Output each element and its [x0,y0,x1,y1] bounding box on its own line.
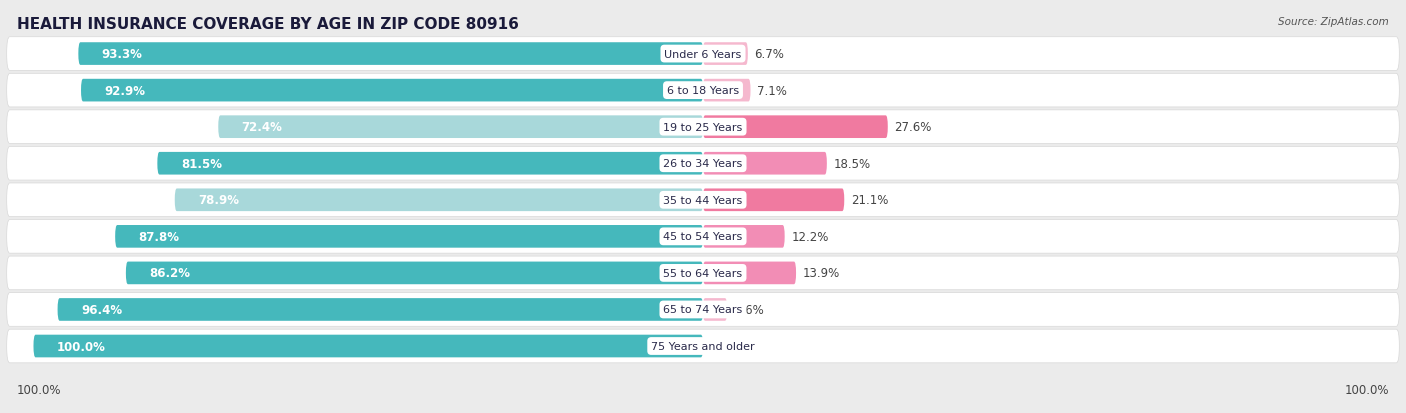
FancyBboxPatch shape [82,80,703,102]
Text: 21.1%: 21.1% [851,194,889,207]
FancyBboxPatch shape [7,38,1399,71]
FancyBboxPatch shape [703,262,796,285]
FancyBboxPatch shape [7,147,1399,180]
Text: 6.7%: 6.7% [755,48,785,61]
Text: 100.0%: 100.0% [1344,384,1389,396]
Text: Source: ZipAtlas.com: Source: ZipAtlas.com [1278,17,1389,26]
FancyBboxPatch shape [7,111,1399,144]
Text: 19 to 25 Years: 19 to 25 Years [664,122,742,132]
FancyBboxPatch shape [174,189,703,211]
Text: 7.1%: 7.1% [758,84,787,97]
FancyBboxPatch shape [7,74,1399,108]
Text: 86.2%: 86.2% [149,267,190,280]
Text: 35 to 44 Years: 35 to 44 Years [664,195,742,205]
FancyBboxPatch shape [703,43,748,66]
Text: 3.6%: 3.6% [734,303,763,316]
Text: 55 to 64 Years: 55 to 64 Years [664,268,742,278]
Text: 75 Years and older: 75 Years and older [651,341,755,351]
Text: 6 to 18 Years: 6 to 18 Years [666,86,740,96]
FancyBboxPatch shape [7,220,1399,254]
FancyBboxPatch shape [79,43,703,66]
FancyBboxPatch shape [703,116,887,139]
Text: 27.6%: 27.6% [894,121,932,134]
Text: 45 to 54 Years: 45 to 54 Years [664,232,742,242]
Text: 65 to 74 Years: 65 to 74 Years [664,305,742,315]
Text: 100.0%: 100.0% [56,339,105,353]
Text: 78.9%: 78.9% [198,194,239,207]
FancyBboxPatch shape [127,262,703,285]
Text: 93.3%: 93.3% [101,48,142,61]
FancyBboxPatch shape [58,299,703,321]
Text: 87.8%: 87.8% [139,230,180,243]
FancyBboxPatch shape [703,299,727,321]
Text: 26 to 34 Years: 26 to 34 Years [664,159,742,169]
Text: Under 6 Years: Under 6 Years [665,50,741,59]
Text: 96.4%: 96.4% [82,303,122,316]
Text: 92.9%: 92.9% [104,84,145,97]
Text: 0.0%: 0.0% [710,339,740,353]
FancyBboxPatch shape [703,189,844,211]
FancyBboxPatch shape [157,152,703,175]
FancyBboxPatch shape [703,152,827,175]
FancyBboxPatch shape [7,293,1399,327]
Text: 18.5%: 18.5% [834,157,870,170]
FancyBboxPatch shape [115,225,703,248]
FancyBboxPatch shape [7,256,1399,290]
FancyBboxPatch shape [7,330,1399,363]
Text: 13.9%: 13.9% [803,267,839,280]
FancyBboxPatch shape [703,225,785,248]
FancyBboxPatch shape [34,335,703,358]
Text: 81.5%: 81.5% [181,157,222,170]
Text: 72.4%: 72.4% [242,121,283,134]
FancyBboxPatch shape [218,116,703,139]
FancyBboxPatch shape [7,183,1399,217]
FancyBboxPatch shape [703,80,751,102]
Text: 12.2%: 12.2% [792,230,828,243]
Text: 100.0%: 100.0% [17,384,62,396]
Text: HEALTH INSURANCE COVERAGE BY AGE IN ZIP CODE 80916: HEALTH INSURANCE COVERAGE BY AGE IN ZIP … [17,17,519,31]
